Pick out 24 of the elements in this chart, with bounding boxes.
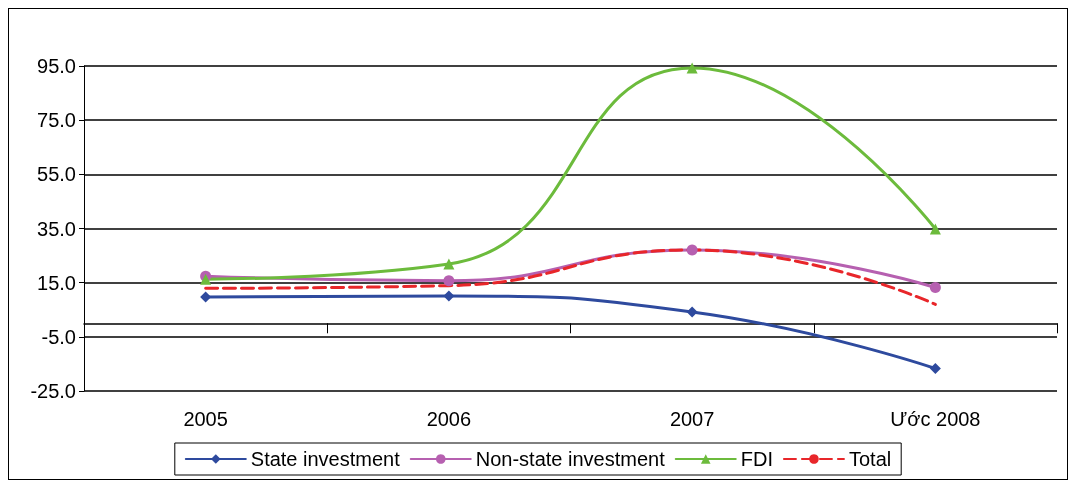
- point: [443, 290, 455, 302]
- y-tick-label: 95.0: [37, 55, 76, 77]
- y-tick-label: 35.0: [37, 217, 76, 240]
- legend-label: Total: [848, 448, 892, 470]
- point: [443, 275, 455, 287]
- point: [929, 282, 941, 294]
- legend-label: State investment: [250, 448, 401, 470]
- point: [686, 306, 698, 318]
- point: [929, 363, 941, 375]
- y-tick-label: -5.0: [41, 325, 76, 348]
- point: [929, 223, 941, 235]
- x-tick-label: 2007: [669, 408, 715, 430]
- legend-label: Non-state investment: [475, 448, 666, 470]
- y-tick-label: 55.0: [37, 163, 76, 186]
- x-tick-label: 2006: [426, 408, 472, 430]
- x-tick-label: Ước 2008: [890, 408, 981, 430]
- point: [686, 244, 698, 256]
- point: [686, 62, 698, 74]
- point: [443, 258, 455, 270]
- y-tick-label: 15.0: [37, 271, 76, 294]
- y-tick-label: -25.0: [30, 380, 76, 402]
- x-tick-label: 2005: [183, 408, 228, 430]
- y-tick-label: 75.0: [37, 109, 76, 132]
- legend-label: FDI: [740, 448, 773, 470]
